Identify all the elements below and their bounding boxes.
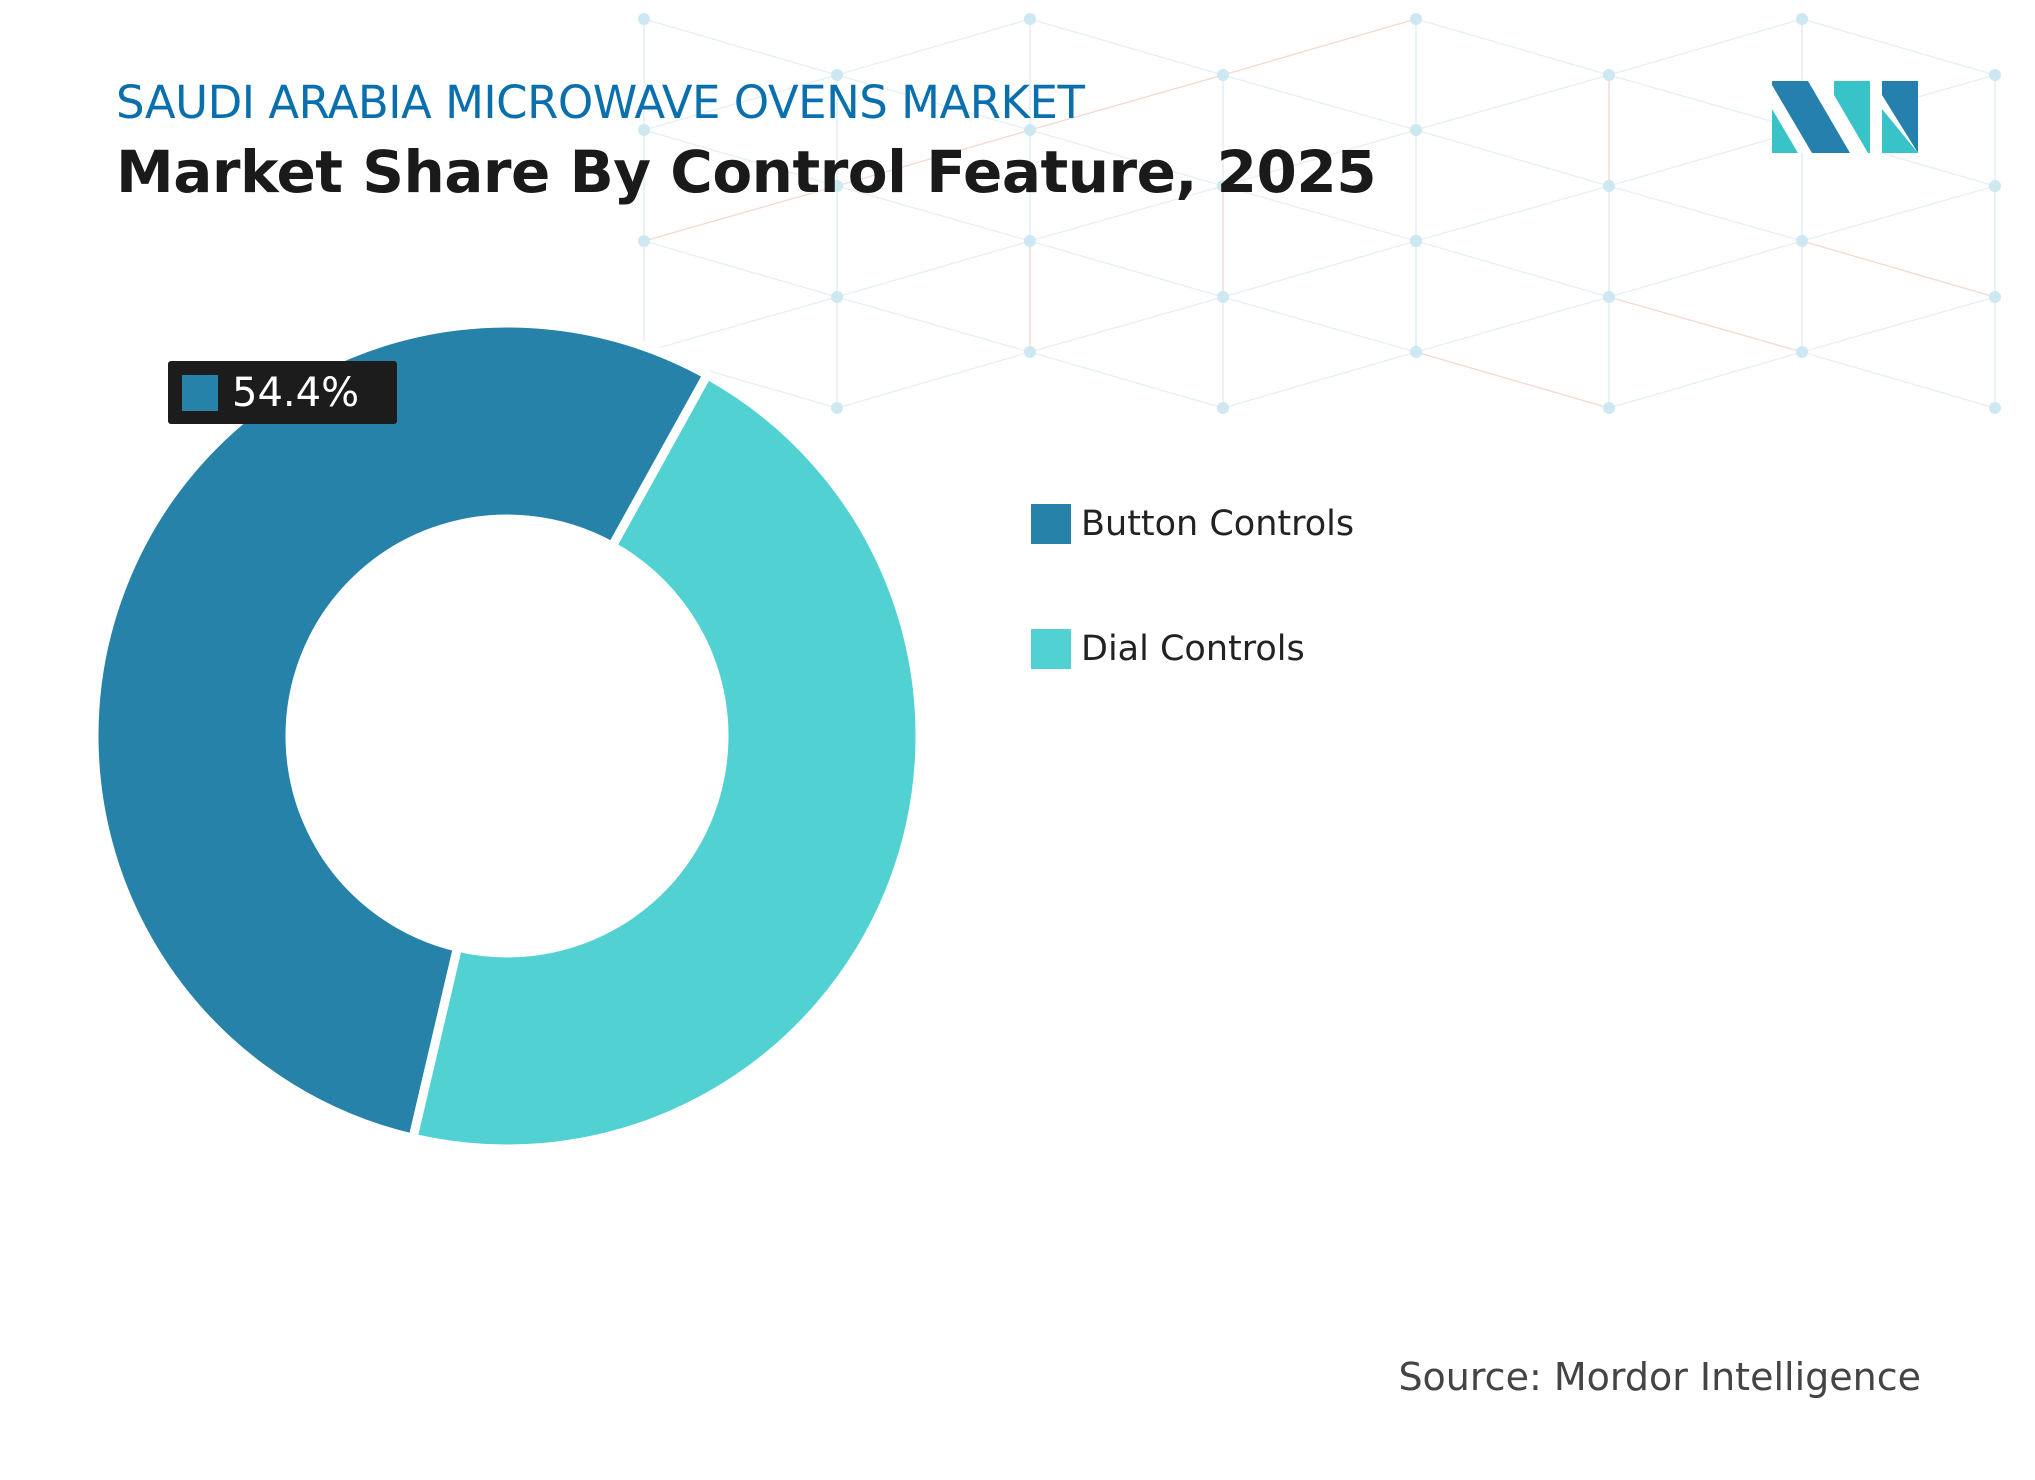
pattern-dot <box>1217 291 1229 303</box>
pattern-line <box>1029 129 1224 187</box>
pattern-line <box>1222 74 1417 131</box>
data-label-text: 54.4% <box>232 369 360 416</box>
pattern-dot <box>831 180 843 192</box>
pattern-line <box>1029 18 1224 76</box>
pattern-line <box>1415 74 1610 131</box>
pattern-dot <box>1217 180 1229 192</box>
donut-slice-dial-controls <box>407 368 925 1154</box>
legend-item-button-controls: Button Controls <box>1031 504 1354 544</box>
pattern-dot <box>638 13 650 25</box>
pattern-line <box>1415 129 1610 187</box>
pattern-dot <box>1989 180 2001 192</box>
pattern-line <box>836 351 1031 409</box>
mordor-logo <box>1772 81 1918 153</box>
pattern-line <box>1801 185 1996 242</box>
chart-title: SAUDI ARABIA MICROWAVE OVENS MARKET <box>116 76 1085 129</box>
legend-swatch <box>1031 504 1071 544</box>
pattern-dot <box>1989 402 2001 414</box>
pattern-dot <box>1603 180 1615 192</box>
pattern-line <box>1801 240 1996 298</box>
pattern-line <box>1608 351 1803 409</box>
pattern-dot <box>1024 13 1036 25</box>
pattern-dot <box>1796 346 1808 358</box>
pattern-line <box>1222 240 1417 298</box>
pattern-line <box>1801 296 1996 353</box>
pattern-dot <box>1024 346 1036 358</box>
legend-label: Dial Controls <box>1081 629 1305 669</box>
pattern-line <box>1029 185 1224 242</box>
legend-swatch <box>1031 629 1071 669</box>
pattern-line <box>1222 129 1417 187</box>
pattern-line <box>836 74 1031 131</box>
donut-slice-button-controls <box>89 318 714 1144</box>
pattern-dot <box>1410 124 1422 136</box>
pattern-line <box>643 185 838 242</box>
pattern-line <box>1801 18 1996 76</box>
pattern-line <box>836 18 1031 76</box>
legend-item-dial-controls: Dial Controls <box>1031 629 1305 669</box>
legend-label: Button Controls <box>1081 504 1355 544</box>
pattern-dot <box>1796 235 1808 247</box>
pattern-line <box>643 74 838 131</box>
pattern-line <box>643 18 838 76</box>
pattern-dot <box>1024 124 1036 136</box>
pattern-line <box>1029 351 1224 409</box>
pattern-dot <box>1217 402 1229 414</box>
label-swatch <box>182 374 218 411</box>
pattern-line <box>643 129 838 187</box>
pattern-line <box>1029 74 1224 131</box>
pattern-line <box>643 296 838 353</box>
pattern-dot <box>1024 235 1036 247</box>
pattern-dot <box>1217 69 1229 81</box>
pattern-line <box>1608 296 1803 353</box>
pattern-line <box>1415 351 1610 409</box>
pattern-line <box>1608 74 1803 131</box>
pattern-dot <box>831 69 843 81</box>
pattern-dot <box>1410 346 1422 358</box>
pattern-line <box>1415 18 1610 76</box>
source-note: Source: Mordor Intelligence <box>1398 1355 1921 1399</box>
pattern-line <box>643 240 838 298</box>
pattern-line <box>1415 185 1610 242</box>
pattern-line <box>1608 18 1803 76</box>
pattern-line <box>1222 351 1417 409</box>
pattern-dot <box>1989 291 2001 303</box>
pattern-line <box>1415 296 1610 353</box>
donut-chart <box>89 318 925 1154</box>
data-label-button-controls: 54.4% <box>168 361 397 424</box>
pattern-dot <box>1603 291 1615 303</box>
pattern-line <box>836 129 1031 187</box>
pattern-line <box>1029 240 1224 298</box>
pattern-line <box>1801 351 1996 409</box>
pattern-dot <box>1603 69 1615 81</box>
pattern-dot <box>1410 13 1422 25</box>
pattern-dot <box>831 291 843 303</box>
pattern-dot <box>1410 235 1422 247</box>
pattern-line <box>1222 185 1417 242</box>
pattern-dot <box>638 235 650 247</box>
pattern-line <box>1415 240 1610 298</box>
pattern-line <box>1608 129 1803 187</box>
pattern-dot <box>638 124 650 136</box>
pattern-line <box>1608 240 1803 298</box>
pattern-line <box>1029 296 1224 353</box>
pattern-dot <box>1603 402 1615 414</box>
pattern-dot <box>831 402 843 414</box>
pattern-line <box>1222 296 1417 353</box>
pattern-line <box>836 185 1031 242</box>
pattern-dot <box>1796 13 1808 25</box>
pattern-line <box>1608 185 1803 242</box>
chart-subtitle: Market Share By Control Feature, 2025 <box>116 138 1377 206</box>
pattern-dot <box>1989 69 2001 81</box>
pattern-line <box>836 296 1031 353</box>
pattern-line <box>836 240 1031 298</box>
pattern-line <box>1222 18 1417 76</box>
